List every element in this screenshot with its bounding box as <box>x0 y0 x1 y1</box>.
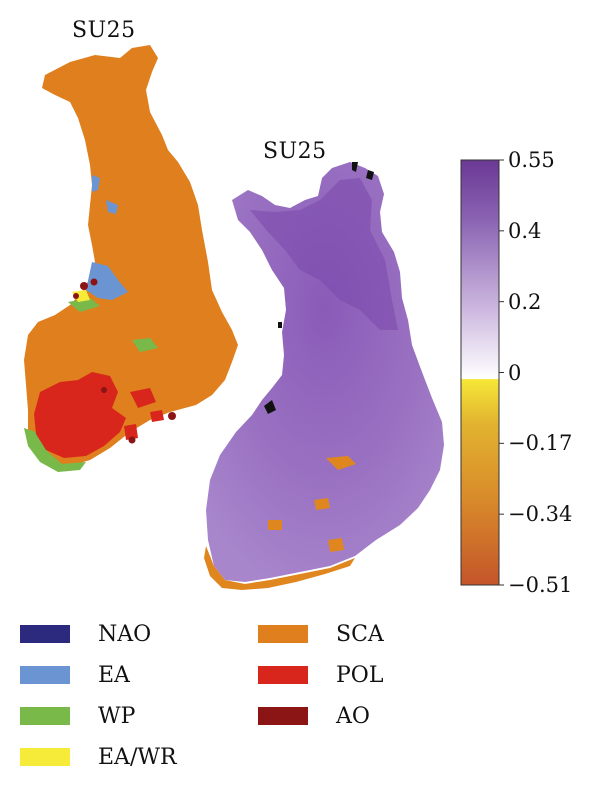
left-map-ao-dot <box>101 387 107 393</box>
legend-label: EA <box>98 662 130 688</box>
legend-item: AO <box>258 702 370 730</box>
left-map-pol-patch <box>130 388 156 408</box>
right-map-nodata <box>352 162 358 172</box>
legend-swatch <box>20 625 70 643</box>
legend-swatch <box>20 666 70 684</box>
left-map-ao-dot <box>128 436 136 444</box>
left-map-ao-dot <box>90 278 98 286</box>
left-map-wp-patch <box>68 298 100 312</box>
legend-label: NAO <box>98 621 152 647</box>
right-map <box>204 162 444 590</box>
colorbar-tick-label: −0.17 <box>508 431 573 456</box>
legend-item: SCA <box>258 620 384 648</box>
right-map-title: SU25 <box>263 139 327 164</box>
colorbar-tick-label: 0.4 <box>508 218 542 243</box>
legend-label: EA/WR <box>98 744 177 770</box>
left-map-ea-patch <box>92 175 100 192</box>
legend-swatch <box>20 748 70 766</box>
colorbar-tick-label: −0.34 <box>508 502 573 527</box>
left-map-land <box>24 45 238 466</box>
colorbar-tick-label: 0 <box>508 360 522 385</box>
left-map-pol-patch <box>150 410 164 422</box>
legend-label: POL <box>336 662 384 688</box>
legend-swatch <box>258 625 308 643</box>
legend-swatch <box>258 707 308 725</box>
left-map-pol-patch <box>34 372 126 458</box>
left-map-pol-patch <box>124 424 138 440</box>
right-map-negative-patch <box>326 456 356 470</box>
right-map-nodata <box>366 170 374 180</box>
left-map <box>24 45 238 472</box>
left-map-ea-patch <box>106 200 118 214</box>
legend-label: AO <box>336 703 370 729</box>
colorbar-gradient <box>460 159 500 586</box>
legend-item: WP <box>20 702 135 730</box>
legend-swatch <box>20 707 70 725</box>
legend-item: POL <box>258 661 383 689</box>
right-map-nodata <box>264 400 276 414</box>
legend-swatch <box>258 666 308 684</box>
colorbar-tick-label: −0.51 <box>508 573 573 597</box>
legend-label: SCA <box>336 621 384 647</box>
colorbar <box>460 159 504 586</box>
legend-item: EA/WR <box>20 743 177 771</box>
left-map-wp-patch <box>132 338 158 352</box>
left-map-ea-patch <box>86 262 128 300</box>
right-map-negative-patch <box>328 538 344 552</box>
left-map-ao-dot <box>80 282 88 290</box>
right-map-high-values <box>250 178 398 330</box>
left-map-ao-dot <box>73 293 79 299</box>
left-map-eawr-patch <box>72 290 90 302</box>
legend-item: NAO <box>20 620 151 648</box>
right-map-negative-patch <box>314 498 330 510</box>
colorbar-tick-label: 0.55 <box>508 148 555 172</box>
colorbar-ticks <box>499 159 504 586</box>
right-map-nodata <box>278 322 282 328</box>
right-map-negative-patch <box>268 520 282 530</box>
left-map-title: SU25 <box>72 18 136 43</box>
colorbar-tick-label: 0.2 <box>508 289 542 314</box>
left-map-ao-dot <box>168 412 176 420</box>
legend-label: WP <box>98 703 136 729</box>
right-map-negative-patch <box>204 546 355 590</box>
legend-item: EA <box>20 661 130 689</box>
